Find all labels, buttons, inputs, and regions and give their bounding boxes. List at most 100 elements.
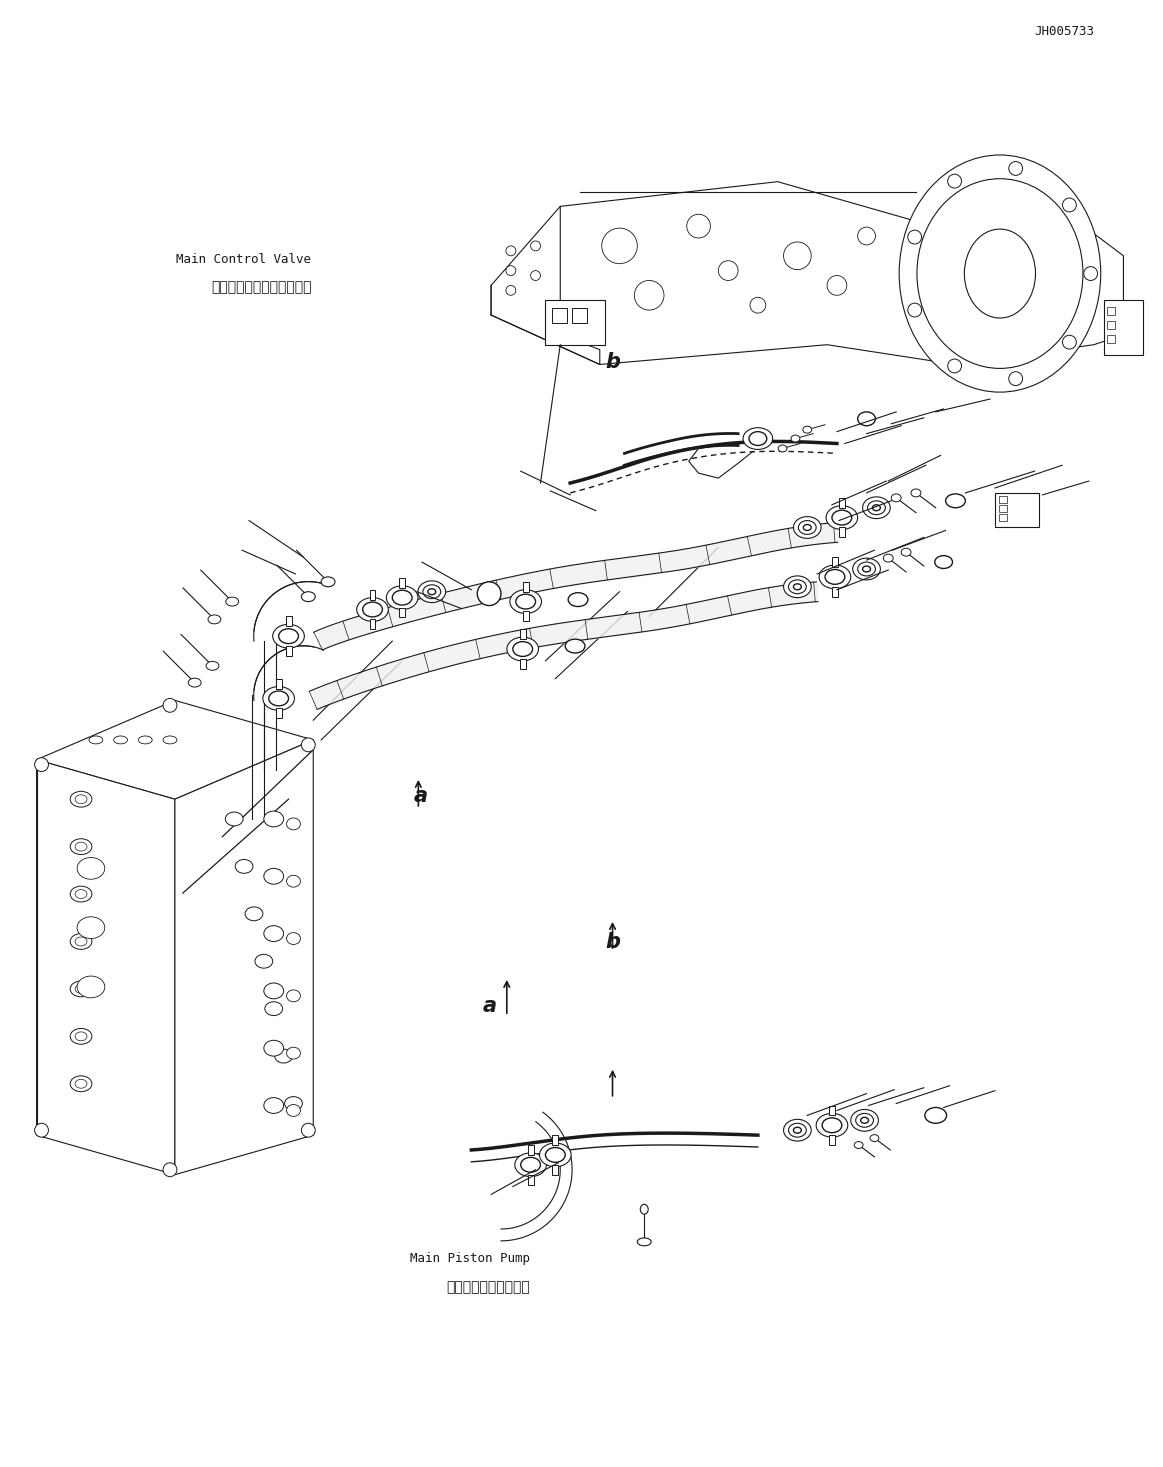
- Text: メインコントロールバルブ: メインコントロールバルブ: [211, 280, 312, 293]
- Ellipse shape: [76, 889, 87, 898]
- Ellipse shape: [856, 1113, 873, 1127]
- Circle shape: [1008, 371, 1022, 386]
- Ellipse shape: [832, 511, 851, 525]
- Ellipse shape: [245, 907, 263, 921]
- Circle shape: [601, 227, 637, 264]
- Ellipse shape: [264, 1040, 284, 1056]
- Text: メインピストンポンプ: メインピストンポンプ: [447, 1281, 530, 1294]
- Text: a: a: [483, 996, 497, 1017]
- Ellipse shape: [545, 1147, 565, 1162]
- Ellipse shape: [540, 1143, 571, 1166]
- Ellipse shape: [264, 811, 284, 827]
- Ellipse shape: [793, 584, 801, 590]
- Ellipse shape: [851, 1109, 878, 1131]
- Ellipse shape: [884, 555, 893, 562]
- Bar: [839, 528, 844, 537]
- Bar: [999, 505, 1007, 512]
- Ellipse shape: [301, 591, 315, 601]
- Bar: [552, 308, 568, 323]
- Bar: [522, 582, 529, 591]
- Circle shape: [35, 1124, 49, 1137]
- Ellipse shape: [513, 641, 533, 656]
- Bar: [1107, 321, 1114, 329]
- Text: Main Piston Pump: Main Piston Pump: [409, 1251, 530, 1265]
- Ellipse shape: [255, 955, 273, 968]
- Bar: [399, 578, 405, 588]
- Ellipse shape: [784, 1119, 812, 1141]
- Circle shape: [634, 280, 664, 310]
- Bar: [276, 679, 281, 688]
- Bar: [839, 497, 844, 508]
- Ellipse shape: [264, 926, 284, 942]
- Ellipse shape: [76, 937, 87, 946]
- Ellipse shape: [964, 229, 1035, 318]
- Ellipse shape: [76, 984, 87, 993]
- Ellipse shape: [70, 839, 92, 855]
- Bar: [522, 612, 529, 622]
- Ellipse shape: [70, 1028, 92, 1045]
- Circle shape: [35, 758, 49, 772]
- Ellipse shape: [641, 1204, 648, 1215]
- Bar: [832, 557, 837, 568]
- Ellipse shape: [743, 428, 772, 449]
- Ellipse shape: [70, 886, 92, 902]
- Ellipse shape: [70, 1075, 92, 1091]
- Circle shape: [686, 214, 711, 238]
- Ellipse shape: [88, 736, 102, 744]
- Bar: [829, 1135, 835, 1146]
- Ellipse shape: [798, 521, 816, 534]
- Ellipse shape: [822, 1118, 842, 1133]
- Bar: [528, 1146, 534, 1155]
- Ellipse shape: [819, 565, 851, 588]
- Ellipse shape: [163, 736, 177, 744]
- Ellipse shape: [868, 500, 885, 515]
- Bar: [1107, 334, 1114, 343]
- Ellipse shape: [637, 1238, 651, 1245]
- Ellipse shape: [911, 489, 921, 497]
- Circle shape: [827, 276, 847, 295]
- Ellipse shape: [516, 594, 535, 609]
- Ellipse shape: [870, 1134, 879, 1141]
- Ellipse shape: [286, 876, 300, 888]
- Ellipse shape: [208, 615, 221, 623]
- Ellipse shape: [784, 577, 812, 597]
- Ellipse shape: [264, 1097, 284, 1113]
- Ellipse shape: [793, 1127, 801, 1133]
- Ellipse shape: [925, 1108, 947, 1124]
- Ellipse shape: [789, 579, 806, 594]
- Ellipse shape: [114, 736, 128, 744]
- Bar: [286, 645, 292, 656]
- Circle shape: [506, 266, 516, 276]
- Ellipse shape: [273, 625, 305, 648]
- Ellipse shape: [138, 736, 152, 744]
- Circle shape: [1008, 161, 1022, 176]
- Ellipse shape: [286, 819, 300, 830]
- Ellipse shape: [872, 505, 880, 511]
- Polygon shape: [36, 760, 174, 1175]
- Ellipse shape: [802, 427, 812, 433]
- Ellipse shape: [357, 597, 388, 622]
- Ellipse shape: [274, 1049, 292, 1064]
- Bar: [572, 308, 587, 323]
- Circle shape: [750, 298, 765, 312]
- Ellipse shape: [891, 494, 901, 502]
- Bar: [520, 659, 526, 669]
- Ellipse shape: [804, 525, 812, 531]
- Text: JH005733: JH005733: [1034, 25, 1094, 38]
- Ellipse shape: [76, 795, 87, 804]
- Ellipse shape: [70, 791, 92, 807]
- Ellipse shape: [826, 506, 857, 530]
- Ellipse shape: [428, 588, 436, 594]
- Ellipse shape: [76, 842, 87, 851]
- Circle shape: [948, 359, 962, 373]
- Ellipse shape: [899, 156, 1100, 392]
- Circle shape: [506, 246, 516, 255]
- Circle shape: [784, 242, 812, 270]
- Polygon shape: [174, 739, 313, 1175]
- Ellipse shape: [852, 557, 880, 579]
- Ellipse shape: [206, 662, 219, 670]
- Bar: [999, 496, 1007, 503]
- Circle shape: [948, 175, 962, 188]
- Bar: [552, 1165, 558, 1175]
- Ellipse shape: [264, 983, 284, 999]
